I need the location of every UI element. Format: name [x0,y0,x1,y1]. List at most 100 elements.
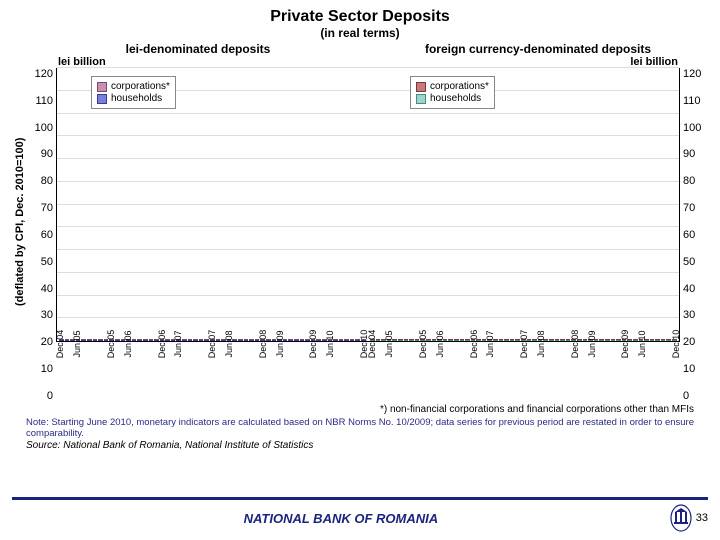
legend-swatch [97,94,107,104]
bar-segment-households [448,340,453,341]
x-tick [64,342,69,402]
x-tick [294,342,299,402]
bar-column [93,339,98,341]
bar-segment-households [65,340,70,341]
x-tick [351,342,356,402]
x-tick [629,342,634,402]
x-tick: Jun.07 [488,342,493,402]
bar-column [599,339,604,341]
y-tick-label: 20 [41,336,53,348]
bar-segment-households [409,340,414,341]
x-tick [187,342,192,402]
bar-segment-households [510,340,515,341]
x-tick [148,342,153,402]
y-tick-label: 80 [683,175,695,187]
x-tick [606,342,611,402]
y-tick-label: 10 [683,363,695,375]
x-tick [454,342,459,402]
x-tick: Dec.08 [573,342,578,402]
x-tick: Dec.07 [522,342,527,402]
y-tick-label: 20 [683,336,695,348]
x-tick [528,342,533,402]
bar-column [149,339,154,341]
bar-column [193,339,198,341]
y-tick-label: 80 [41,175,53,187]
y-tick-label: 100 [683,122,701,134]
y-axis-rotated-label: (deflated by CPI, Dec. 2010=100) [12,42,28,402]
bar-segment-households [344,340,349,341]
x-tick [266,342,271,402]
x-tick [376,342,381,402]
x-tick [494,342,499,402]
right-chart-area: corporations*households Dec.04Jun.05Dec.… [368,68,708,402]
right-y-ticks: 1201101009080706050403020100 [680,68,708,402]
bar-column [137,339,142,341]
x-tick [137,342,142,402]
bar-segment-households [504,340,509,341]
x-tick [449,342,454,402]
x-tick: Dec.07 [210,342,215,402]
y-tick-label: 50 [41,256,53,268]
y-tick-label: 110 [35,95,53,107]
bar-segment-households [454,340,459,341]
y-tick-label: 30 [41,309,53,321]
bar-column [98,339,103,341]
x-tick [249,342,254,402]
left-legend: corporations*households [91,76,176,109]
bar-column [87,339,92,341]
x-tick [232,342,237,402]
x-tick [651,342,656,402]
x-tick: Jun.08 [539,342,544,402]
bar-column [300,339,305,341]
bar-column [143,339,148,341]
x-tick [339,342,344,402]
bar-column [409,339,414,341]
x-tick [556,342,561,402]
bar-column [655,339,660,341]
bar-column [350,339,355,341]
left-y-ticks: 1201101009080706050403020100 [28,68,56,402]
x-tick: Jun.09 [589,342,594,402]
source-text: Source: National Bank of Romania, Nation… [12,440,708,451]
bar-column [448,339,453,341]
x-tick [544,342,549,402]
bar-column [249,339,254,341]
bar-segment-households [188,340,193,341]
footer-title: NATIONAL BANK OF ROMANIA [12,511,670,526]
left-chart-title: lei-denominated deposits [28,42,368,56]
bar-segment-households [404,340,409,341]
right-plot: corporations*households [368,68,680,342]
y-tick-label: 30 [683,309,695,321]
y-tick-label: 100 [35,122,53,134]
x-tick: Dec.08 [261,342,266,402]
x-tick: Dec.06 [159,342,164,402]
legend-row: corporations* [97,81,170,92]
x-tick: Dec.10 [674,342,679,402]
nbr-logo-icon [670,504,692,532]
bar-segment-households [294,340,299,341]
bar-segment-households [143,340,148,341]
left-chart-area: 1201101009080706050403020100 corporation… [28,68,368,402]
x-tick [505,342,510,402]
x-tick [142,342,147,402]
x-tick [460,342,465,402]
x-tick [612,342,617,402]
x-tick [409,342,414,402]
y-tick-label: 50 [683,256,695,268]
x-tick: Dec.06 [471,342,476,402]
bar-column [294,339,299,341]
x-tick [561,342,566,402]
y-tick-label: 60 [41,229,53,241]
bar-segment-households [339,340,344,341]
x-tick: Dec.04 [370,342,375,402]
bar-segment-households [249,340,254,341]
bar-column [549,339,554,341]
bar-segment-households [93,340,98,341]
charts-container: (deflated by CPI, Dec. 2010=100) lei-den… [12,42,708,402]
left-x-ticks: Dec.04Jun.05Dec.05Jun.06Dec.06Jun.07Dec.… [56,342,368,402]
bar-segment-households [288,340,293,341]
x-tick [595,342,600,402]
x-tick [601,342,606,402]
x-tick [86,342,91,402]
y-tick-label: 70 [683,202,695,214]
